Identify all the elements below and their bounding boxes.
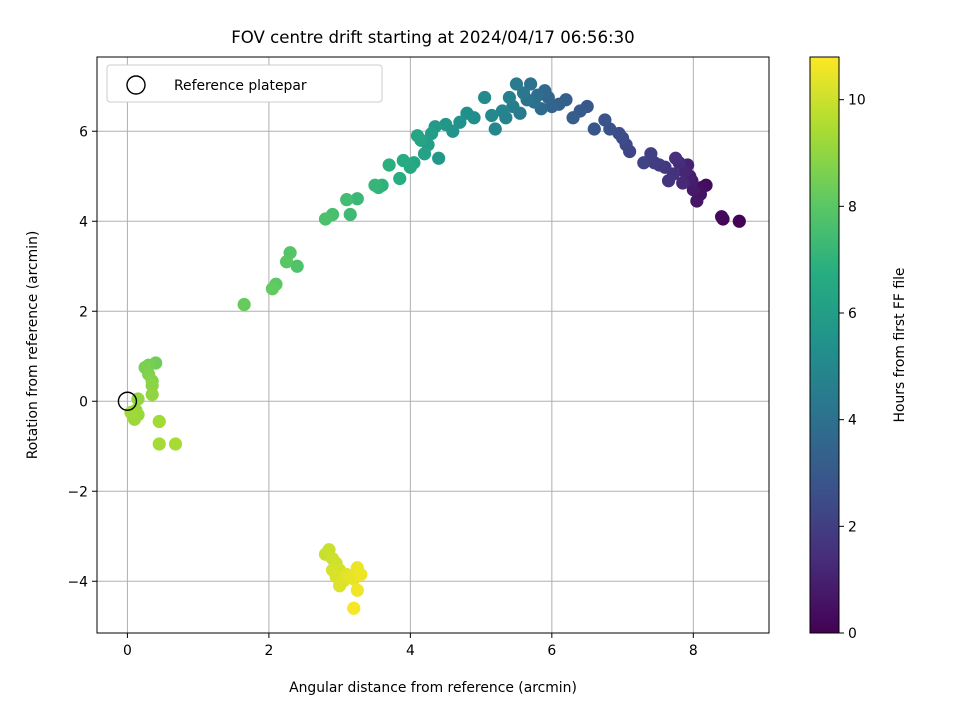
data-point: [598, 113, 612, 127]
colorbar-ticks: 0 2 4 6 8 10: [839, 93, 866, 642]
colorbar-tick-label: 6: [848, 306, 857, 322]
data-point: [168, 437, 183, 451]
data-point: [237, 297, 251, 312]
data-point: [350, 192, 364, 206]
data-point: [152, 437, 166, 451]
data-point: [354, 567, 368, 582]
data-point: [350, 583, 364, 597]
legend: Reference platepar: [106, 64, 383, 103]
data-point: [524, 77, 538, 91]
y-tick-label: 0: [79, 394, 88, 410]
data-point: [715, 210, 729, 224]
data-point: [432, 151, 446, 165]
data-point: [424, 126, 439, 141]
data-point: [124, 405, 138, 420]
colorbar-label: Hours from first FF file: [892, 268, 908, 423]
x-tick-label: 6: [547, 643, 556, 659]
reference-point-layer: [117, 391, 138, 411]
data-point: [417, 147, 432, 161]
data-point: [318, 212, 333, 226]
data-point: [637, 156, 651, 170]
x-axis-label: Angular distance from reference (arcmin): [289, 680, 577, 696]
data-point: [382, 158, 396, 172]
y-tick-label: −4: [68, 574, 89, 590]
data-point: [347, 601, 361, 615]
colorbar-tick-label: 10: [848, 93, 866, 109]
plot-frame: [96, 56, 770, 634]
colorbar-gradient: [809, 56, 840, 634]
data-point: [368, 178, 382, 192]
data-point: [410, 129, 425, 143]
y-tick-label: 2: [79, 304, 88, 320]
legend-entry: Reference platepar: [174, 78, 307, 94]
colorbar-tick-label: 2: [848, 519, 857, 535]
data-point: [393, 171, 407, 186]
data-point: [502, 90, 516, 105]
data-point: [145, 387, 159, 402]
reference-platepar-marker: [117, 391, 138, 411]
data-point: [690, 194, 704, 208]
data-point: [439, 117, 453, 132]
legend-marker: [126, 75, 146, 95]
data-point: [587, 122, 601, 136]
data-point: [453, 115, 467, 129]
data-point: [279, 255, 294, 269]
x-tick-label: 8: [689, 643, 698, 659]
data-point: [478, 90, 492, 105]
data-point: [516, 86, 531, 100]
data-point: [290, 259, 304, 273]
data-point: [343, 207, 357, 222]
data-point: [460, 106, 474, 120]
grid: [97, 57, 769, 633]
y-tick-label: −2: [68, 484, 88, 500]
data-point: [152, 414, 166, 429]
data-point: [485, 108, 499, 123]
data-point: [495, 104, 509, 118]
y-tick-label: 6: [79, 124, 88, 140]
data-point: [661, 174, 676, 188]
x-tick-label: 4: [406, 643, 415, 659]
data-point: [265, 282, 280, 296]
x-tick-label: 0: [123, 643, 132, 659]
y-axis: −4 −2 0 2 4 6: [68, 124, 97, 590]
data-point: [732, 214, 746, 228]
colorbar: 0 2 4 6 8 10 Hours from first FF file: [809, 56, 908, 642]
data-point: [488, 122, 502, 136]
points-layer: [124, 77, 746, 615]
data-point: [340, 193, 354, 207]
data-point: [644, 147, 658, 161]
y-axis-label: Rotation from reference (arcmin): [25, 231, 41, 460]
data-point: [566, 111, 580, 125]
colorbar-tick-label: 8: [848, 199, 857, 215]
x-axis: 0 2 4 6 8: [123, 633, 698, 659]
x-tick-label: 2: [264, 643, 273, 659]
colorbar-tick-label: 0: [848, 626, 857, 642]
data-point: [669, 151, 683, 165]
data-point: [509, 77, 524, 91]
chart-title: FOV centre drift starting at 2024/04/17 …: [231, 28, 635, 47]
data-point: [676, 176, 690, 190]
y-tick-label: 4: [79, 214, 88, 230]
data-point: [396, 153, 410, 168]
legend-box: [106, 64, 383, 103]
colorbar-tick-label: 4: [848, 413, 857, 429]
